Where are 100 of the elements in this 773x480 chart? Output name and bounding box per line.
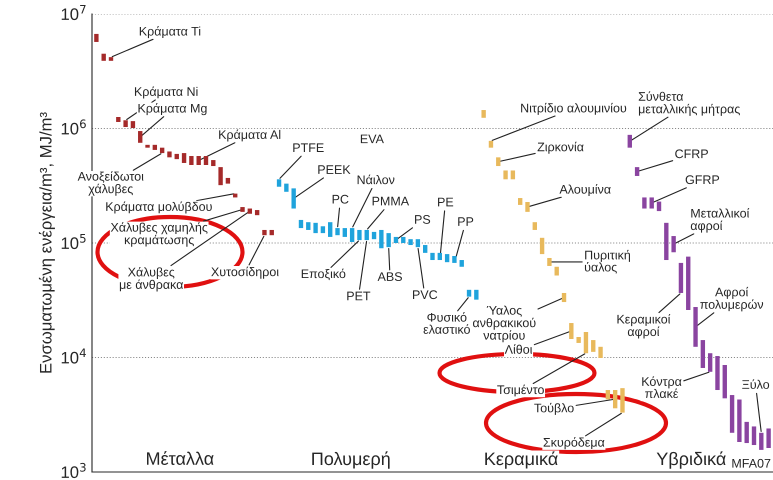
bar <box>620 388 625 413</box>
bar <box>752 426 756 446</box>
annotation: Πολυμερή <box>312 451 390 469</box>
bar <box>401 236 406 243</box>
bar <box>584 332 588 354</box>
bar <box>569 323 574 340</box>
bar <box>174 154 179 160</box>
bar <box>686 256 690 310</box>
annotation: PE <box>438 198 454 206</box>
bar <box>233 194 238 198</box>
bar <box>416 239 420 248</box>
y-tick-label: 10$^{7}$ <box>62 5 86 20</box>
bar <box>547 258 552 266</box>
bar <box>160 148 164 154</box>
bar <box>254 210 260 216</box>
bar <box>152 144 158 150</box>
bar <box>759 432 764 450</box>
annotation: Ανοξείδωτοι χάλυβες <box>78 171 144 196</box>
bar <box>102 54 106 61</box>
bar <box>342 228 348 237</box>
annotation: Κράματα μολύβδου <box>106 201 212 214</box>
annotation: Λίθοι <box>504 344 532 354</box>
y-tick-label: 10$^{4}$ <box>62 348 86 364</box>
annotation: GFRP <box>686 175 720 184</box>
bar <box>438 252 442 260</box>
bar <box>656 202 662 212</box>
annotation: Νιτρίδιο αλουμινίου <box>521 102 626 115</box>
bar <box>335 228 340 236</box>
annotation: PP <box>458 217 474 226</box>
annotation: Σκυρόδεμα <box>544 437 604 450</box>
bar <box>540 238 544 254</box>
bar <box>730 395 734 433</box>
annotation: Εποξικό <box>302 268 346 280</box>
bar <box>408 239 413 246</box>
y-axis-title: Ενσωματωμένη ενέργεια/m³, MJ/m³ <box>38 112 55 373</box>
bar <box>226 178 230 184</box>
bar <box>708 353 712 372</box>
bar <box>130 121 136 128</box>
annotation: ABS <box>378 272 402 282</box>
y-tick-label: 10$^{5}$ <box>62 234 86 250</box>
bar <box>320 226 326 234</box>
bar <box>444 254 450 262</box>
annotation: Αλουμίνα <box>559 184 611 196</box>
annotation: PTFE <box>293 143 324 152</box>
bar <box>737 399 742 442</box>
bar <box>182 153 186 163</box>
annotation: Χάλυβες χαμηλής κραμάτωσης <box>110 222 208 247</box>
bar <box>722 365 727 398</box>
annotation: CFRP <box>675 149 708 158</box>
bar <box>650 197 654 209</box>
bar <box>189 156 194 165</box>
annotation: Μέταλλα <box>147 451 214 465</box>
bar <box>554 266 559 276</box>
annotation: Κράματα Al <box>219 130 280 142</box>
bar <box>94 34 99 42</box>
bar <box>634 167 640 176</box>
bar <box>357 230 362 240</box>
annotation: Κράματα Mg <box>138 103 207 116</box>
bar <box>591 340 596 352</box>
annotation: Νάιλον <box>358 174 394 184</box>
annotation: Κεραμικά <box>485 451 558 469</box>
bar <box>138 131 142 143</box>
annotation: PMMA <box>372 196 410 206</box>
bar <box>700 340 706 368</box>
bar <box>576 337 581 343</box>
bar <box>678 262 684 293</box>
bar <box>532 222 537 230</box>
bar <box>364 230 369 240</box>
bar <box>693 307 698 347</box>
bar <box>386 233 391 248</box>
bar <box>766 428 771 448</box>
annotation: Μεταλλικοί αφροί <box>690 208 750 233</box>
annotation: Χάλυβες με άνθρακα <box>120 266 184 292</box>
bar <box>248 208 252 214</box>
bar <box>328 222 332 237</box>
bar <box>744 422 749 444</box>
bar <box>562 292 566 302</box>
annotation: Κόντρα πλακέ <box>642 376 682 398</box>
annotation: Χυτοσίδηροι <box>211 266 279 279</box>
bar <box>204 156 208 165</box>
annotation: PEEK <box>318 165 350 174</box>
bar <box>474 290 479 300</box>
annotation: Υβριδικά <box>656 451 726 469</box>
annotation: Πυριτική ύαλος <box>584 250 630 274</box>
bar <box>240 207 245 212</box>
annotation: Τούβλο <box>534 402 574 415</box>
bar <box>350 228 354 242</box>
bar <box>460 260 464 267</box>
bar <box>642 197 647 209</box>
bar <box>284 184 289 192</box>
annotation: Τσιμέντο <box>497 384 544 396</box>
bar <box>270 230 274 236</box>
bar <box>715 356 720 390</box>
annotation: Ξύλο <box>742 379 770 389</box>
annotation: Ζιρκονία <box>538 142 584 154</box>
bar <box>496 157 500 166</box>
annotation: Σύνθετα μεταλλικής μήτρας <box>638 91 740 116</box>
y-tick-label: 10$^{6}$ <box>62 119 86 135</box>
bar <box>452 256 457 263</box>
bar <box>612 390 618 408</box>
